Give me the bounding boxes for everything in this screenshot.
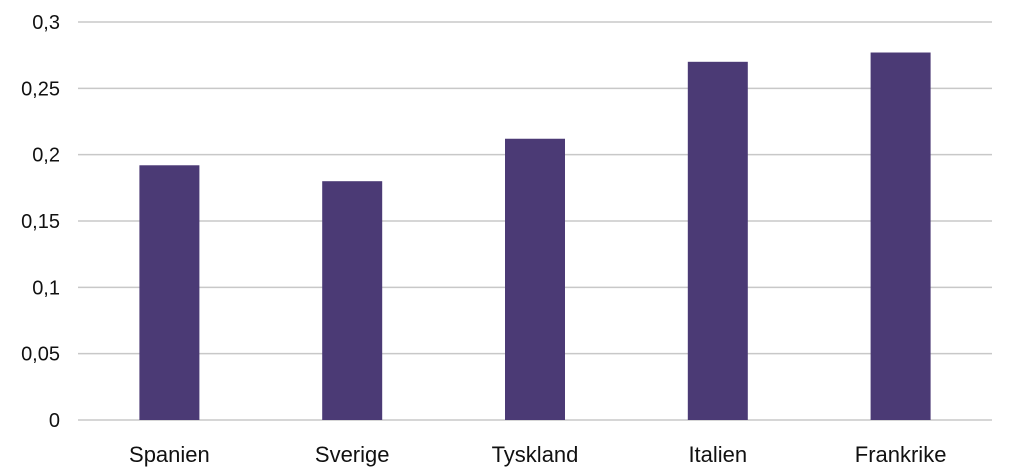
bar-frankrike [870,52,931,420]
bar-sverige [322,181,383,420]
y-tick-label: 0,25 [21,78,60,100]
y-axis-tick-labels: 0 0,05 0,1 0,15 0,2 0,25 0,3 [21,12,60,432]
y-tick-label: 0,15 [21,211,60,233]
bar-spanien [139,165,200,420]
x-axis-category-labels: Spanien Sverige Tyskland Italien Frankrike [129,442,946,467]
x-category-label: Sverige [315,442,390,467]
x-category-label: Frankrike [855,442,947,467]
bars [139,52,931,421]
x-category-label: Tyskland [492,442,579,467]
bar-italien [687,61,748,421]
y-tick-label: 0 [49,410,60,432]
x-category-label: Italien [688,442,747,467]
y-tick-label: 0,3 [32,12,60,34]
x-category-label: Spanien [129,442,210,467]
bar-tyskland [505,138,565,420]
y-tick-label: 0,05 [21,344,60,366]
y-tick-label: 0,2 [32,145,60,167]
y-tick-label: 0,1 [32,277,60,299]
